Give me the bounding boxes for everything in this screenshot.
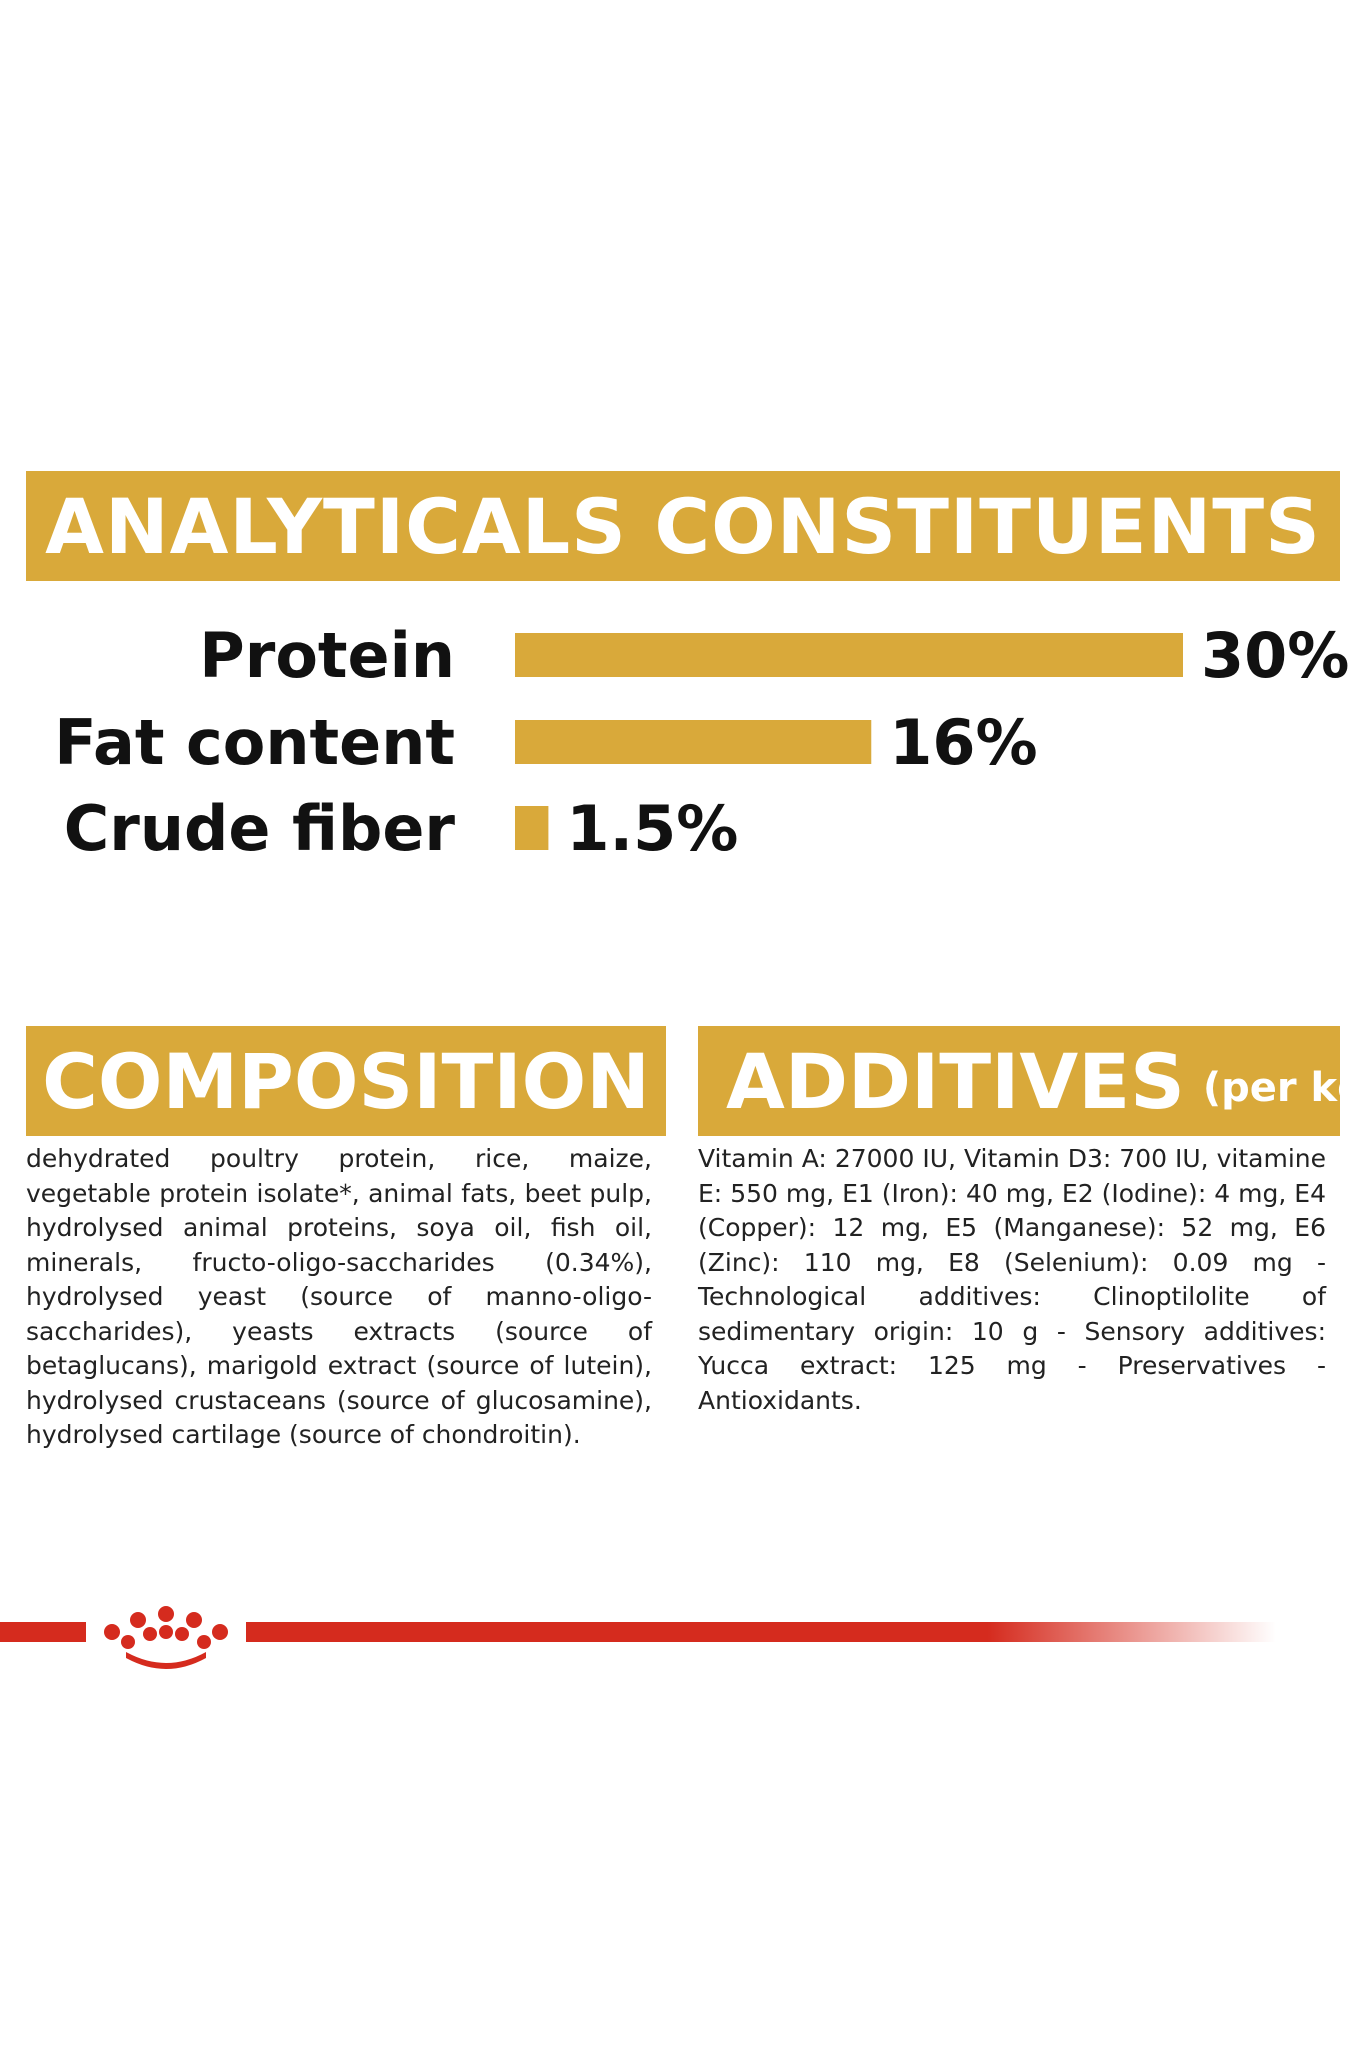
additives-text: Vitamin A: 27000 IU, Vitamin D3: 700 IU,… xyxy=(698,1144,1326,1415)
composition-text: dehydrated poultry protein, rice, maize,… xyxy=(26,1144,652,1449)
value-label-protein: 30% xyxy=(1201,619,1349,692)
additives-header: ADDITIVES (per kg) xyxy=(698,1026,1365,1136)
bar-crude-fiber xyxy=(515,806,549,850)
composition-header: COMPOSITION xyxy=(26,1026,666,1136)
analytics-title: ANALYTICALS CONSTITUENTS xyxy=(45,481,1321,571)
additives-subtitle: (per kg) xyxy=(1202,1065,1365,1111)
analytics-header: ANALYTICALS CONSTITUENTS xyxy=(26,471,1340,581)
brand-divider xyxy=(0,1606,1276,1669)
constituents-bar-chart: Protein 30% Fat content 16% Crude fiber 1.5% xyxy=(54,619,1349,865)
category-label-protein: Protein xyxy=(199,619,455,692)
value-label-crude-fiber: 1.5% xyxy=(566,792,738,865)
bar-protein xyxy=(515,633,1183,677)
crown-icon xyxy=(104,1606,228,1669)
value-label-fat-content: 16% xyxy=(889,706,1037,779)
composition-title: COMPOSITION xyxy=(42,1036,650,1126)
bar-fat-content xyxy=(515,720,872,764)
category-label-fat-content: Fat content xyxy=(54,706,455,779)
brand-line-left xyxy=(0,1622,86,1642)
category-label-crude-fiber: Crude fiber xyxy=(64,792,456,865)
additives-title: ADDITIVES xyxy=(726,1036,1185,1126)
brand-line-right xyxy=(246,1622,1276,1642)
